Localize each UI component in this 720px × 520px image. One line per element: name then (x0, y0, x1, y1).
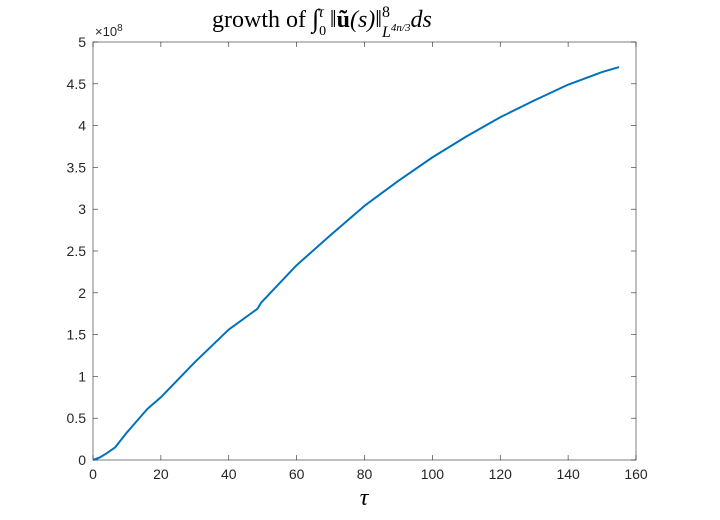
x-tick-label: 120 (489, 466, 513, 482)
y-tick-label: 0 (78, 452, 86, 468)
x-tick-label: 60 (289, 466, 305, 482)
y-tick-label: 1.5 (67, 327, 87, 343)
y-tick-label: 4 (78, 118, 86, 134)
y-tick-label: 2 (78, 285, 86, 301)
chart-title: growth of ∫0τ ‖ũ(s)‖8 L4n/3ds (212, 4, 432, 41)
data-line (92, 66, 620, 461)
y-multiplier: ×108 (95, 23, 123, 39)
y-tick-label: 4.5 (67, 76, 87, 92)
y-tick-label: 1 (78, 368, 86, 384)
y-tick-label: 3.5 (67, 159, 87, 175)
y-tick-label: 5 (78, 34, 86, 50)
x-tick-label: 40 (221, 466, 237, 482)
x-axis-label: τ (360, 485, 370, 511)
x-tick-label: 0 (89, 466, 97, 482)
x-tick-label: 20 (153, 466, 169, 482)
x-tick-label: 100 (421, 466, 445, 482)
y-tick-label: 3 (78, 201, 86, 217)
x-tick-label: 160 (624, 466, 648, 482)
x-tick-label: 140 (556, 466, 580, 482)
y-tick-label: 2.5 (67, 243, 87, 259)
plot-box (92, 41, 637, 461)
x-tick-label: 80 (357, 466, 373, 482)
y-tick-label: 0.5 (67, 410, 87, 426)
